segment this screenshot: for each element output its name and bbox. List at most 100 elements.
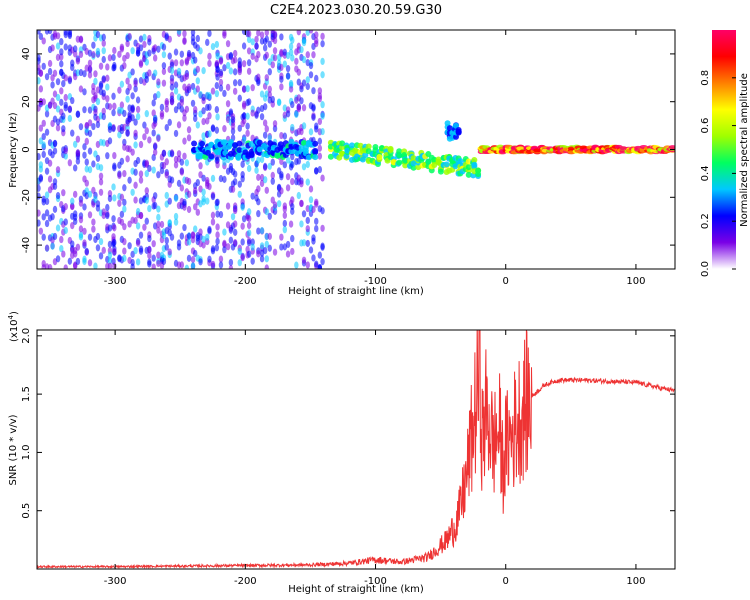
- heatmap-cell: [205, 197, 210, 205]
- heatmap-cell: [215, 73, 220, 81]
- heatmap-cell: [201, 198, 206, 206]
- heatmap-cell: [167, 219, 172, 227]
- heatmap-cell: [82, 151, 87, 159]
- heatmap-cell: [52, 232, 58, 241]
- heatmap-cell: [290, 36, 295, 44]
- snr-y-tick-label: 2.0: [21, 328, 32, 344]
- heatmap-cell: [282, 202, 288, 210]
- heatmap-cell: [50, 44, 55, 52]
- heatmap-cell: [147, 260, 152, 268]
- heatmap-cell: [259, 155, 265, 164]
- heatmap-cell: [87, 233, 93, 241]
- heatmap-cell: [70, 96, 75, 105]
- heatmap-cell: [267, 162, 272, 170]
- heatmap-cell: [87, 129, 93, 138]
- heatmap-cell: [82, 227, 87, 235]
- heatmap-cell: [296, 105, 302, 113]
- heatmap-cell: [47, 159, 53, 167]
- heatmap-cell: [122, 247, 127, 255]
- heatmap-cell: [222, 64, 227, 72]
- heatmap-cell: [264, 30, 269, 37]
- heatmap-cell: [317, 117, 323, 126]
- heatmap-cell: [67, 114, 73, 123]
- heatmap-cell: [198, 47, 203, 55]
- heatmap-cell: [164, 191, 169, 200]
- heatmap-cell: [237, 259, 242, 267]
- heatmap-cell: [236, 152, 243, 159]
- heatmap-cell: [142, 40, 147, 49]
- heatmap-cell: [191, 140, 198, 147]
- heatmap-cell: [167, 52, 172, 60]
- heatmap-cell: [144, 110, 149, 118]
- heatmap-cell: [55, 78, 61, 86]
- heatmap-cell: [190, 262, 196, 269]
- heatmap-cell: [55, 255, 61, 263]
- heatmap-cell: [107, 137, 113, 145]
- heatmap-cell: [78, 68, 84, 77]
- heatmap-cell: [161, 67, 167, 76]
- heatmap-cell: [195, 121, 201, 129]
- heatmap-cell: [267, 85, 272, 93]
- heatmap-cell: [111, 53, 116, 62]
- heatmap-cell: [320, 242, 325, 250]
- heatmap-cell: [156, 251, 161, 259]
- heatmap-cell: [301, 256, 307, 264]
- heatmap-cell: [272, 47, 278, 55]
- heatmap-cell: [241, 136, 247, 144]
- heatmap-cell: [156, 220, 161, 228]
- heatmap-cell: [44, 167, 50, 175]
- heatmap-cell: [147, 251, 152, 260]
- heatmap-cell: [55, 191, 61, 200]
- heatmap-cell: [82, 106, 87, 114]
- heatmap-cell: [317, 87, 323, 95]
- heatmap-cell: [70, 129, 75, 137]
- heatmap-cell: [218, 210, 224, 219]
- heatmap-cell: [164, 99, 169, 108]
- heatmap-cell: [152, 54, 158, 62]
- heatmap-cell: [87, 259, 93, 267]
- snr-x-ticks: -300 -200 -100 0 100: [104, 330, 645, 587]
- heatmap-cell: [138, 176, 144, 184]
- heatmap-cell: [156, 213, 161, 221]
- heatmap-cell: [452, 163, 459, 170]
- heatmap-cell: [156, 134, 161, 142]
- heatmap-cell: [308, 185, 314, 193]
- heatmap-cell: [84, 179, 89, 187]
- heatmap-cell: [207, 112, 212, 120]
- heatmap-cell: [290, 177, 295, 186]
- heatmap-cell: [290, 123, 295, 132]
- heatmap-cell: [296, 68, 302, 76]
- heatmap-cell: [152, 201, 158, 210]
- heatmap-cell: [41, 37, 46, 45]
- heatmap-cell: [95, 232, 101, 241]
- heatmap-cell: [214, 106, 220, 114]
- heatmap-cell: [144, 58, 149, 66]
- heatmap-cell: [378, 145, 385, 152]
- snr-x-tick-label: -200: [234, 576, 257, 587]
- heatmap-cell: [282, 48, 288, 56]
- heatmap-cell: [193, 114, 198, 123]
- heatmap-cell: [67, 159, 73, 167]
- heatmap-cell: [267, 40, 272, 48]
- heatmap-cell: [465, 164, 472, 171]
- heatmap-cell: [402, 157, 409, 164]
- heatmap-cell: [142, 133, 147, 141]
- heatmap-cell: [112, 247, 117, 256]
- heatmap-cell: [320, 207, 325, 215]
- heatmap-cell: [308, 71, 314, 79]
- heatmap-cell: [305, 51, 310, 59]
- heatmap-cell: [138, 197, 144, 205]
- heatmap-cell: [147, 49, 152, 57]
- heatmap-cell: [254, 166, 259, 174]
- spectrogram-y-tick-label: -20: [21, 189, 32, 205]
- heatmap-cell: [241, 215, 247, 223]
- heatmap-cell: [176, 121, 182, 129]
- heatmap-cell: [78, 36, 84, 44]
- heatmap-cell: [279, 233, 284, 241]
- heatmap-cell: [95, 30, 101, 39]
- heatmap-cell: [256, 50, 261, 59]
- heatmap-cell: [240, 254, 245, 262]
- heatmap-cell: [105, 95, 110, 103]
- heatmap-cell: [186, 205, 192, 214]
- heatmap-cell: [152, 116, 158, 124]
